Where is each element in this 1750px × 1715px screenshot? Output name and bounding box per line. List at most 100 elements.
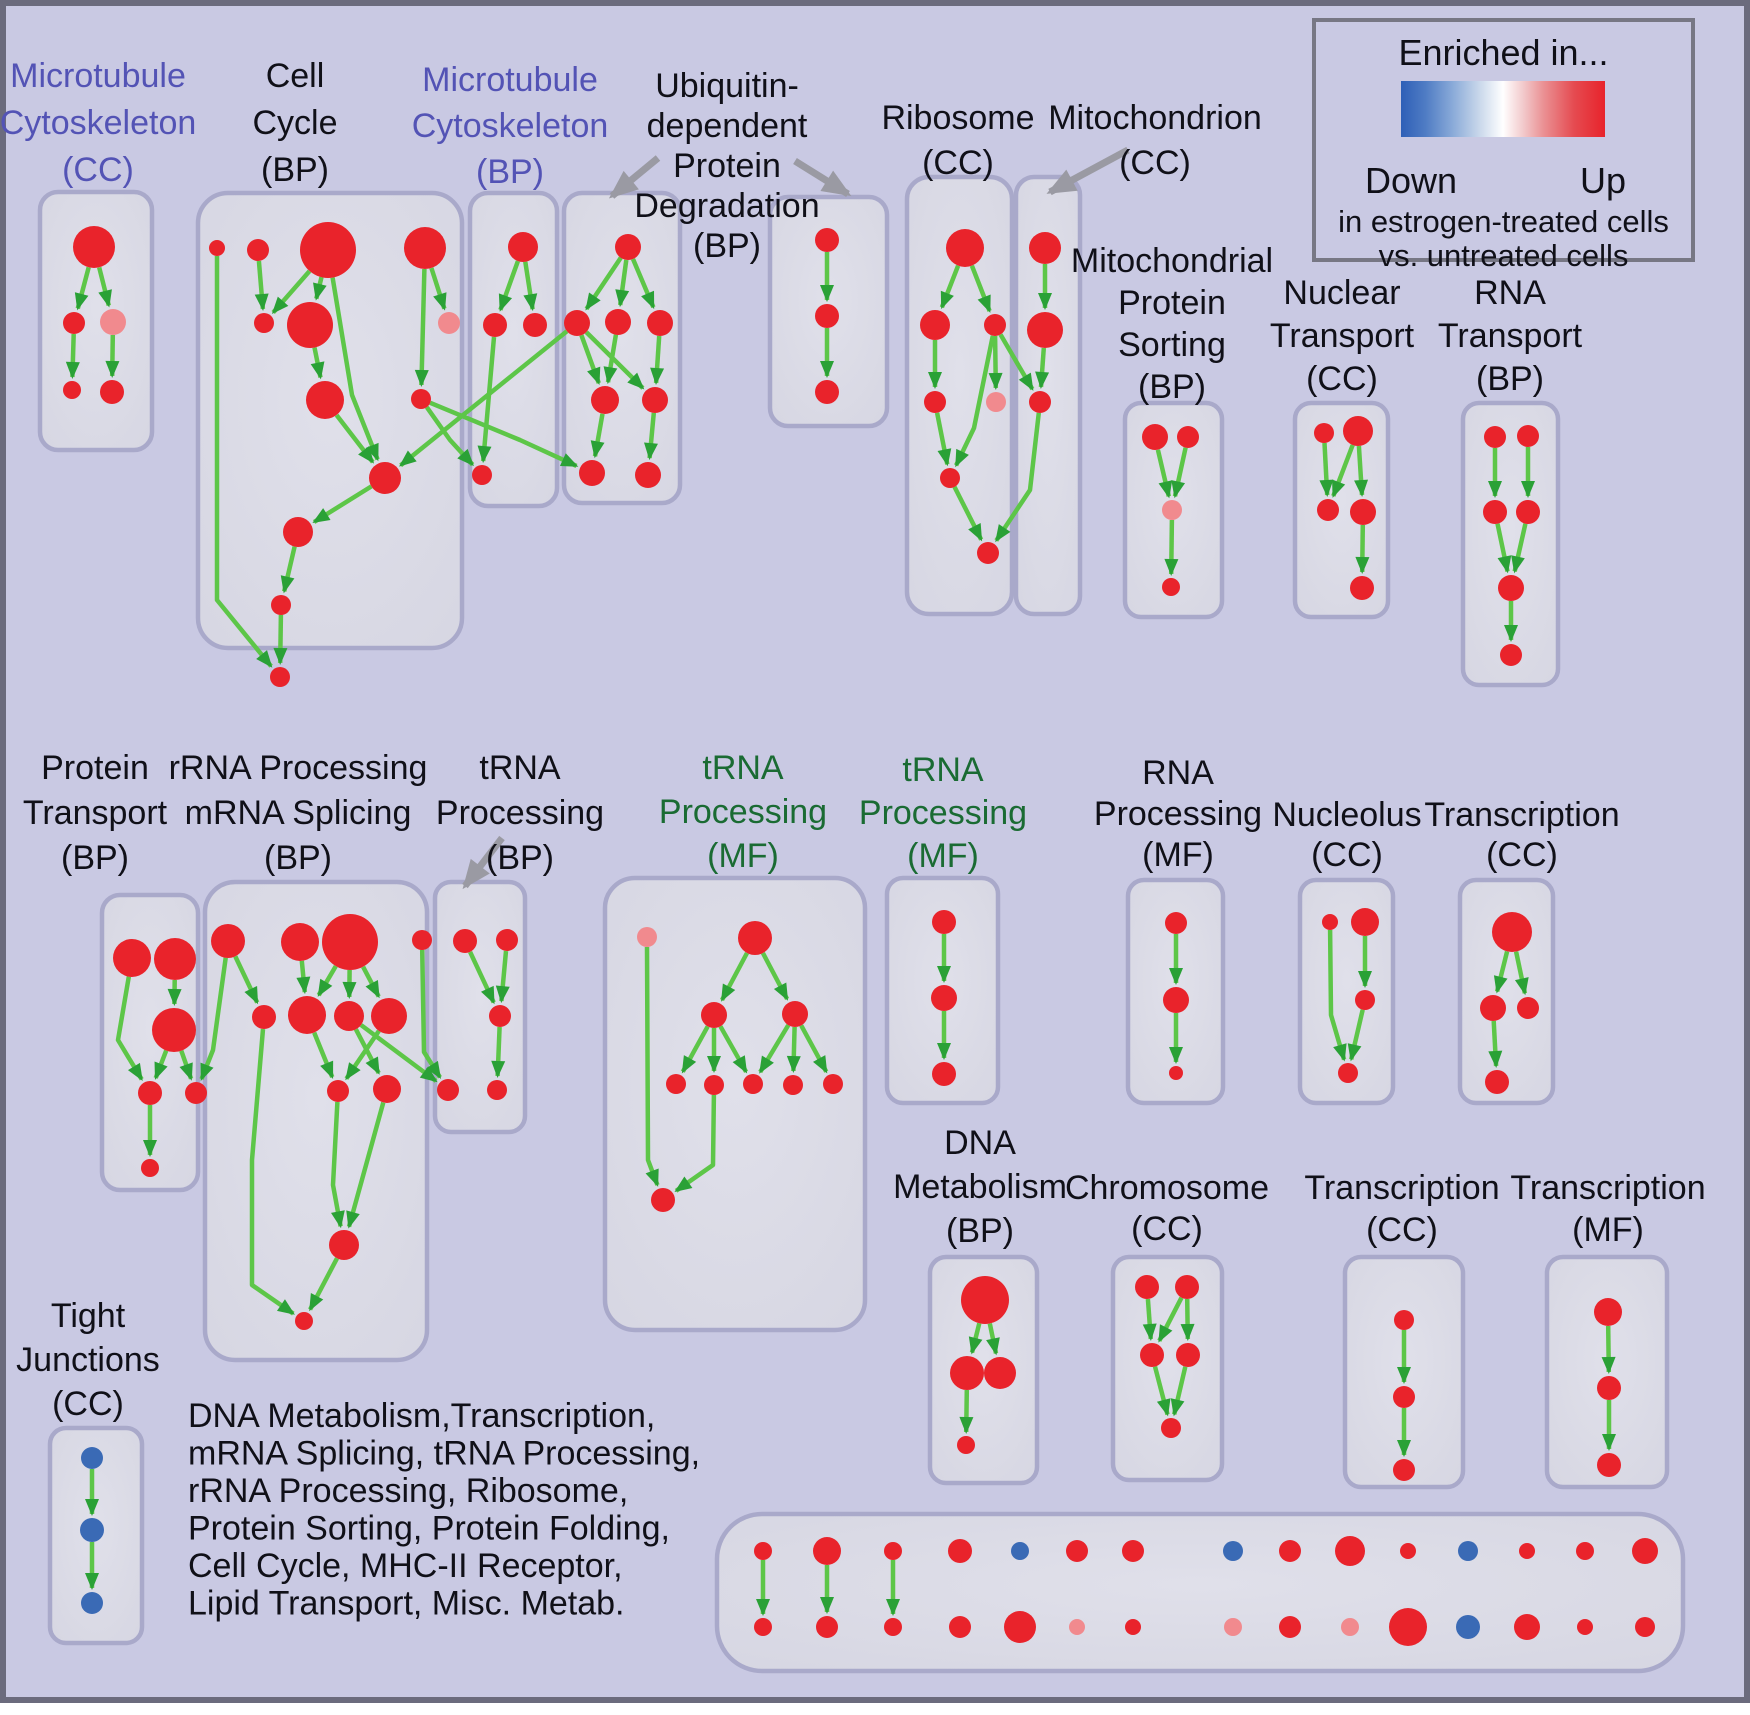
node-bottom-b13b bbox=[1514, 1614, 1540, 1640]
node-mito-g1 bbox=[1027, 312, 1063, 348]
node-trcc-z0 bbox=[1492, 912, 1532, 952]
node-ribo-r2 bbox=[984, 314, 1006, 336]
edge-ribo-r5-to-ribo-r6 bbox=[952, 485, 984, 542]
node-trcc2-f0 bbox=[1394, 1310, 1414, 1330]
node-ubd2-v0 bbox=[815, 228, 839, 252]
label-trcc2-label: Transcription (CC) bbox=[1304, 1169, 1499, 1249]
edge-rnat-t2-to-rnat-t4 bbox=[1495, 523, 1512, 574]
edge-rrna-rF-to-rrna-rI bbox=[312, 1031, 335, 1079]
edge-ubd1-r2a-to-cellcycle-c9 bbox=[399, 329, 569, 468]
node-rrna-rQ bbox=[295, 1312, 313, 1330]
node-bottom-b3t bbox=[884, 1542, 902, 1560]
node-ubd1-bb bbox=[635, 462, 661, 488]
cluster-box-ribo bbox=[904, 174, 1015, 617]
node-tj-j0 bbox=[81, 1447, 103, 1469]
node-rrna-rP bbox=[329, 1230, 359, 1260]
edge-ribo-r0-to-ribo-r1 bbox=[939, 264, 961, 310]
node-dnam-d1 bbox=[950, 1356, 984, 1390]
edge-trmf-i0-to-trmf-i1 bbox=[1601, 1325, 1616, 1374]
node-bottom-b8b bbox=[1224, 1618, 1242, 1636]
node-cellcycle-c1 bbox=[247, 239, 269, 261]
edge-ubd1-t-to-ubd1-r2a bbox=[584, 256, 623, 311]
node-ubd2-v2 bbox=[815, 380, 839, 404]
node-bottom-b4t bbox=[948, 1539, 972, 1563]
node-nucl-y0 bbox=[1322, 914, 1338, 930]
edge-cellcycle-c9-to-cellcycle-c10 bbox=[312, 484, 373, 524]
edge-rrna-rC-to-rrna-rF bbox=[316, 964, 338, 997]
node-mps-p0 bbox=[1142, 424, 1168, 450]
node-trnamf2-s0 bbox=[932, 910, 956, 934]
node-bottom-b12b bbox=[1456, 1615, 1480, 1639]
node-cellcycle-c12 bbox=[270, 667, 290, 687]
edge-cellcycle-c2-to-cellcycle-c4 bbox=[271, 269, 312, 315]
edge-nuct-q3-to-nuct-q4 bbox=[1355, 524, 1370, 574]
node-mps-p3 bbox=[1162, 578, 1180, 596]
edge-trnamf1-hp-to-trnamf1-hf bbox=[644, 946, 660, 1187]
edge-cellcycle-c8-to-mtbp-D bbox=[424, 405, 475, 467]
edge-cellcycle-c3-to-cellcycle-c6 bbox=[429, 267, 447, 311]
node-trnabp-tM bbox=[496, 929, 518, 951]
node-rrna-rA bbox=[211, 924, 245, 958]
edge-chrom-e2-to-chrom-e4 bbox=[1152, 1366, 1171, 1417]
edge-rrna-rE-to-rrna-rQ bbox=[249, 1028, 295, 1316]
node-chrom-e3 bbox=[1176, 1343, 1200, 1367]
node-ubd2-v1 bbox=[815, 304, 839, 328]
node-ribo-r6 bbox=[977, 542, 999, 564]
edge-mito-g1-to-mito-g2 bbox=[1035, 347, 1050, 389]
node-rrna-rJ bbox=[373, 1075, 401, 1103]
edge-trnabp-tL-to-trnabp-tN bbox=[468, 950, 496, 1005]
edge-cellcycle-c5-to-cellcycle-c7 bbox=[310, 347, 325, 380]
edge-ubd1-r3b-to-ubd1-bb bbox=[644, 412, 658, 461]
edge-ubd1-r2a-to-ubd1-r3b bbox=[584, 330, 645, 390]
gray-arrow-ubd-arrow-left bbox=[608, 155, 661, 199]
node-cellcycle-c10 bbox=[283, 517, 313, 547]
label-nuct-label: Nuclear Transport (CC) bbox=[1270, 274, 1415, 398]
node-trnabp-tL bbox=[453, 929, 477, 953]
node-bottom-b15t bbox=[1632, 1538, 1658, 1564]
node-trmf-i1 bbox=[1597, 1376, 1621, 1400]
node-chrom-e2 bbox=[1140, 1343, 1164, 1367]
node-bottom-b2t bbox=[813, 1537, 841, 1565]
legend-up-label: Up bbox=[1579, 160, 1627, 201]
label-trmf-label: Transcription (MF) bbox=[1510, 1169, 1705, 1249]
cluster-box-bottom bbox=[714, 1511, 1686, 1674]
edge-ribo-r2-to-ribo-r5 bbox=[954, 335, 996, 468]
edge-rrna-rH-to-rrna-rI bbox=[344, 1029, 381, 1081]
edge-ubd1-t-to-ubd1-r2b bbox=[615, 259, 630, 308]
edge-mps-p2-to-mps-p3 bbox=[1164, 519, 1179, 576]
node-cellcycle-c0 bbox=[209, 240, 225, 256]
label-mps-label: Mitochondrial Protein Sorting (BP) bbox=[1071, 242, 1273, 406]
node-bottom-b10t bbox=[1335, 1536, 1365, 1566]
node-trnamf2-s2 bbox=[932, 1062, 956, 1086]
edge-cellcycle-c10-to-cellcycle-c11 bbox=[280, 546, 297, 594]
gray-arrow-trnabp-arrow bbox=[462, 835, 505, 890]
node-mps-p2 bbox=[1162, 500, 1182, 520]
label-rnap-label: RNA Processing (MF) bbox=[1094, 754, 1262, 874]
node-nucl-y1 bbox=[1351, 908, 1379, 936]
node-trnamf1-hb bbox=[738, 921, 772, 955]
node-bottom-b5b bbox=[1004, 1611, 1036, 1643]
node-trcc-z3 bbox=[1485, 1070, 1509, 1094]
label-rnat-label: RNA Transport (BP) bbox=[1438, 274, 1583, 398]
node-trcc-z1 bbox=[1480, 995, 1506, 1021]
node-rnat-t5 bbox=[1500, 644, 1522, 666]
edge-cellcycle-c0-to-cellcycle-c12 bbox=[214, 256, 273, 668]
node-ribo-r3 bbox=[924, 391, 946, 413]
node-pt-w3 bbox=[138, 1081, 162, 1105]
node-dnam-d0 bbox=[961, 1276, 1009, 1324]
label-trcc-label: Transcription (CC) bbox=[1424, 796, 1619, 874]
node-trnamf1-h5 bbox=[823, 1074, 843, 1094]
node-trcc2-f1 bbox=[1393, 1386, 1415, 1408]
edge-mtcc-a-to-mtcc-c bbox=[97, 266, 112, 308]
edge-trnamf1-hr-to-trnamf1-h4 bbox=[786, 1026, 801, 1073]
edge-cellcycle-c3-to-cellcycle-c8 bbox=[414, 268, 429, 387]
legend-subtitle-2: vs. untreated cells bbox=[1378, 238, 1629, 273]
legend: Enriched in... Down Up in estrogen-treat… bbox=[1312, 18, 1695, 273]
legend-gradient-bar bbox=[1401, 81, 1605, 137]
node-chrom-e1 bbox=[1175, 1275, 1199, 1299]
node-trnabp-tK bbox=[437, 1079, 459, 1101]
node-rrna-rH bbox=[371, 998, 407, 1034]
node-bottom-b14t bbox=[1576, 1542, 1594, 1560]
node-trnamf1-h2 bbox=[704, 1075, 724, 1095]
node-bottom-b5t bbox=[1011, 1542, 1029, 1560]
